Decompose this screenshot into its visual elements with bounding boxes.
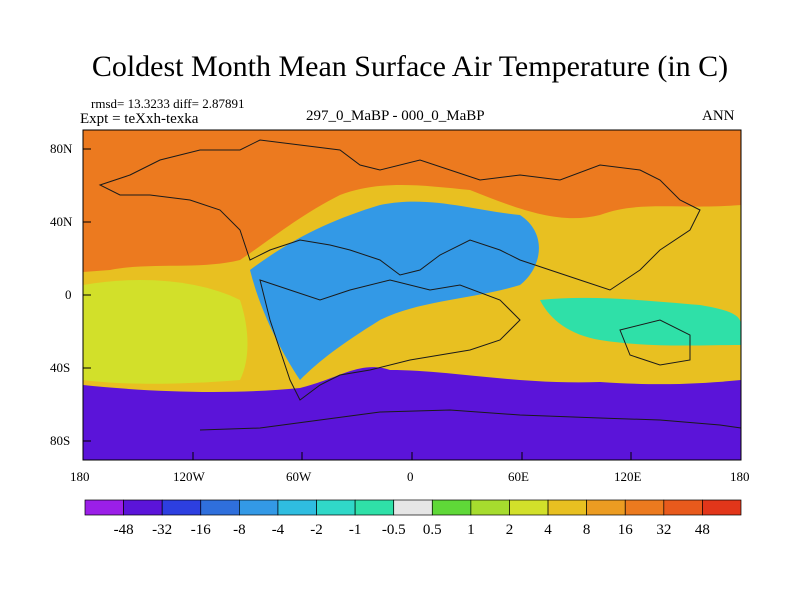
chart-title: Coldest Month Mean Surface Air Temperatu… (91, 50, 729, 83)
y-tick-label: 40S (50, 360, 71, 375)
colorbar-label: -0.5 (382, 522, 406, 538)
field-region-south-cold (83, 367, 741, 460)
colorbar-swatch (200, 499, 240, 516)
colorbar-label: 8 (583, 522, 591, 538)
x-tick-label: 0 (407, 469, 414, 484)
colorbar-swatch (586, 499, 626, 516)
y-tick-label: 0 (65, 287, 72, 302)
field-region-north-warm (83, 130, 741, 272)
colorbar-label: 32 (656, 522, 671, 538)
colorbar-swatch (470, 499, 510, 516)
colorbar-swatch (354, 499, 395, 516)
colorbar-swatch (239, 499, 279, 516)
colorbar-label: -32 (152, 522, 172, 538)
land-outline-antarctica (199, 409, 741, 431)
x-tick-label: 120W (173, 469, 205, 484)
colorbar-swatch (316, 499, 356, 516)
land-outline-north (98, 139, 701, 291)
y-tick-label: 80N (50, 141, 73, 156)
colorbar: -48 -32 -16 -8 -4 -2 -1 -0.5 0.5 1 2 4 8 16 32 48 (84, 499, 742, 538)
x-tick-label: 120E (614, 469, 642, 484)
colorbar-swatch (663, 499, 703, 516)
stats-text: rmsd= 13.3233 diff= 2.87891 (91, 96, 245, 111)
field-region-equatorial-east (540, 297, 741, 346)
colorbar-label: 1 (467, 522, 475, 538)
colorbar-swatch (547, 499, 587, 516)
colorbar-swatch (509, 499, 549, 516)
colorbar-label: 2 (506, 522, 514, 538)
colorbar-label: -2 (310, 522, 323, 538)
comparison-label: 297_0_MaBP - 000_0_MaBP (306, 108, 485, 124)
colorbar-label: -8 (233, 522, 246, 538)
colorbar-label: -16 (191, 522, 211, 538)
colorbar-label: 48 (695, 522, 710, 538)
field-region-pacific-tropical (83, 280, 248, 384)
colorbar-swatch (277, 499, 317, 516)
colorbar-swatch (123, 499, 163, 516)
x-tick-label: 60W (286, 469, 312, 484)
colorbar-label: 16 (618, 522, 634, 538)
colorbar-swatch (431, 499, 472, 516)
y-tick-label: 80S (50, 433, 71, 448)
colorbar-swatch (393, 499, 433, 516)
field-region-tethys (250, 201, 539, 380)
y-tick-label: 40N (50, 214, 73, 229)
colorbar-swatch (161, 499, 202, 516)
experiment-label: Expt = teXxh-texka (80, 111, 199, 127)
field-layer (83, 130, 741, 460)
colorbar-label: -48 (114, 522, 134, 538)
season-label: ANN (702, 108, 735, 124)
colorbar-swatch (624, 499, 665, 516)
colorbar-swatch (84, 499, 124, 516)
x-tick-label: 180 (70, 469, 90, 484)
colorbar-label: 0.5 (423, 522, 442, 538)
colorbar-label: -1 (349, 522, 362, 538)
x-axis-ticks (82, 452, 742, 460)
y-axis-ticks (83, 148, 91, 442)
colorbar-swatch (702, 499, 742, 516)
land-outline-south (259, 279, 521, 401)
colorbar-label: -4 (272, 522, 285, 538)
colorbar-label: 4 (544, 522, 552, 538)
x-tick-label: 60E (508, 469, 529, 484)
land-outline-australasia (619, 319, 691, 366)
x-tick-label: 180 (730, 469, 750, 484)
